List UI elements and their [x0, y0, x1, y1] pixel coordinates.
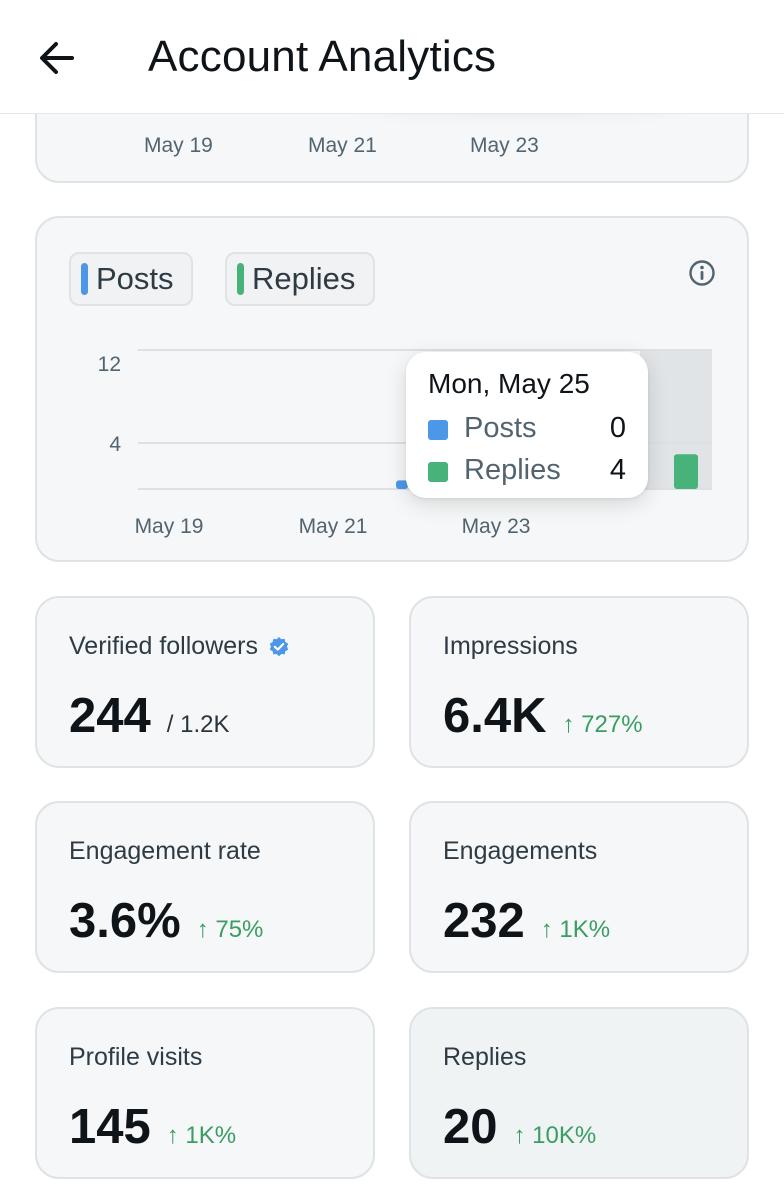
stat-value: 244 / 1.2K	[69, 688, 229, 744]
chart-tooltip: Mon, May 25 Posts 0 Replies 4	[406, 352, 648, 498]
stat-value-number: 232	[443, 894, 525, 948]
tooltip-replies-value: 4	[609, 454, 626, 486]
stat-value: 232 ↑ 1K%	[443, 893, 610, 949]
arrow-left-icon	[40, 42, 74, 74]
legend-color-swatch	[237, 263, 244, 295]
stat-card-profile-visits[interactable]: Profile visits 145 ↑ 1K%	[35, 1007, 375, 1179]
stat-card-replies[interactable]: Replies 20 ↑ 10K%	[409, 1007, 749, 1179]
tooltip-posts-label: Posts	[464, 412, 537, 444]
tooltip-date: Mon, May 25	[428, 368, 590, 399]
x-tick-label: May 23	[470, 134, 539, 157]
y-tick-label: 12	[98, 353, 121, 376]
bar-posts[interactable]	[396, 480, 408, 489]
stat-value: 20 ↑ 10K%	[443, 1099, 596, 1155]
app-header: Account Analytics	[0, 0, 784, 114]
stat-delta: ↑ 727%	[562, 711, 643, 738]
x-tick-label: May 23	[462, 515, 531, 538]
stat-card-impressions[interactable]: Impressions 6.4K ↑ 727%	[409, 596, 749, 768]
stat-label: Verified followers	[69, 632, 290, 661]
stat-value: 145 ↑ 1K%	[69, 1099, 236, 1155]
x-tick-label: May 19	[144, 134, 213, 157]
stat-value: 6.4K ↑ 727%	[443, 688, 643, 744]
stat-delta: ↑ 75%	[196, 916, 264, 943]
stat-label: Replies	[443, 1043, 527, 1071]
stat-value-number: 244	[69, 689, 151, 743]
stat-label: Engagement rate	[69, 837, 261, 865]
stat-label-text: Verified followers	[69, 632, 258, 660]
info-icon[interactable]	[687, 258, 717, 288]
stat-card-verified-followers[interactable]: Verified followers 244 / 1.2K	[35, 596, 375, 768]
stat-card-engagements[interactable]: Engagements 232 ↑ 1K%	[409, 801, 749, 973]
stat-value-number: 3.6%	[69, 894, 181, 948]
stat-sub-value: / 1.2K	[166, 711, 230, 738]
stat-card-engagement-rate[interactable]: Engagement rate 3.6% ↑ 75%	[35, 801, 375, 973]
stat-value-number: 20	[443, 1100, 498, 1154]
y-tick-label: 4	[109, 433, 121, 456]
bar-replies[interactable]	[674, 454, 698, 489]
x-tick-label: May 19	[135, 515, 204, 538]
legend-label: Posts	[96, 261, 174, 296]
x-tick-label: May 21	[308, 134, 377, 157]
x-tick-label: May 21	[299, 515, 368, 538]
stat-value-number: 6.4K	[443, 689, 547, 743]
tooltip-posts-swatch	[428, 420, 448, 440]
legend-color-swatch	[81, 263, 88, 295]
stat-label: Profile visits	[69, 1043, 203, 1071]
tooltip-replies-label: Replies	[464, 454, 561, 486]
verified-badge-icon	[269, 636, 289, 656]
legend-label: Replies	[252, 261, 356, 296]
tooltip-posts-value: 0	[609, 412, 626, 444]
stat-value-number: 145	[69, 1100, 151, 1154]
page-title: Account Analytics	[148, 32, 497, 81]
tooltip-replies-swatch	[428, 462, 448, 482]
stat-value: 3.6% ↑ 75%	[69, 893, 263, 949]
stat-label: Impressions	[443, 632, 578, 660]
legend-replies-toggle[interactable]: Replies	[225, 252, 375, 306]
stat-label: Engagements	[443, 837, 598, 865]
stat-delta: ↑ 1K%	[166, 1122, 237, 1149]
legend-posts-toggle[interactable]: Posts	[69, 252, 193, 306]
stat-delta: ↑ 1K%	[540, 916, 611, 943]
stat-delta: ↑ 10K%	[513, 1122, 597, 1149]
back-button[interactable]	[36, 38, 80, 78]
